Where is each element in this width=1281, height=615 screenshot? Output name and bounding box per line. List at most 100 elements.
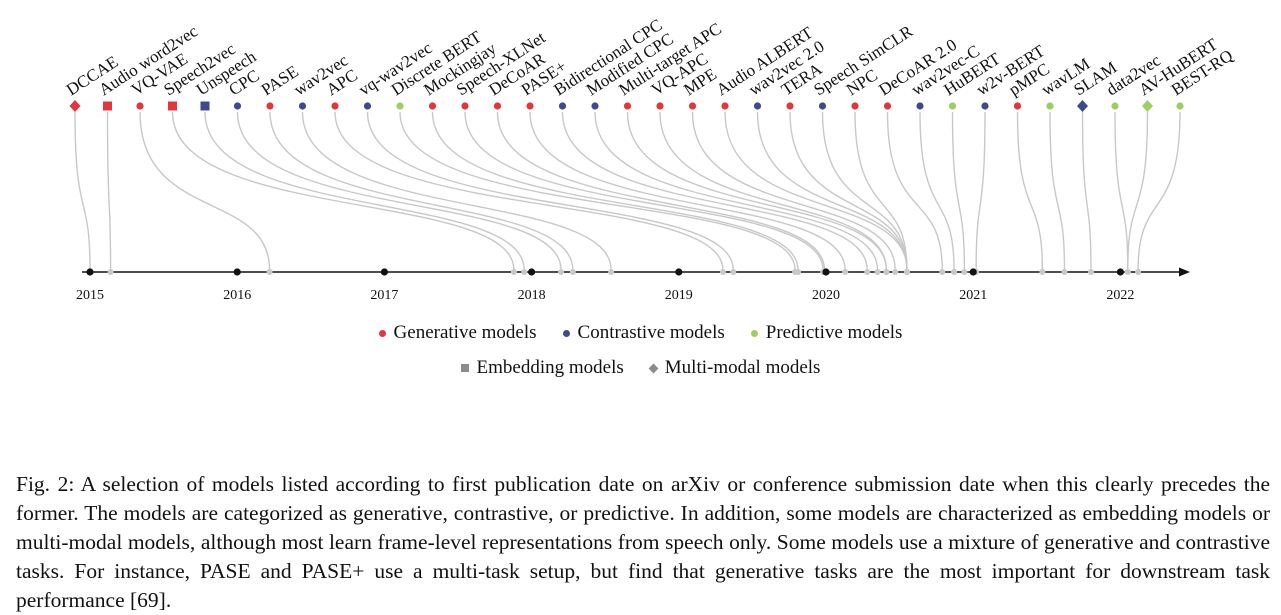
model-marker-circle [688,102,697,110]
legend-row-kinds: Embedding models Multi-modal models [0,357,1281,379]
legend-label: Multi-modal models [664,357,821,378]
model-marker-circle [298,102,307,110]
connector-line [106,111,112,271]
figure-caption: Fig. 2: A selection of models listed acc… [16,471,1270,612]
connector-line [464,111,824,271]
model-date-dot [842,269,849,275]
model-date-dot [510,269,517,275]
model-date-dot [730,269,737,275]
model-marker-circle [1013,102,1022,110]
connector-line [1127,111,1149,271]
connector-line [1137,111,1181,271]
model-marker-circle [721,102,729,110]
connector-line [659,111,888,271]
connector-line [139,111,271,271]
connector-line [1016,111,1044,271]
year-label: 2020 [812,288,840,303]
model-date-dot [569,269,576,275]
model-marker-circle [136,102,144,110]
legend-label: Generative models [393,322,537,343]
model-marker-circle [1046,102,1054,110]
model-marker-circle [396,102,404,110]
connector-line [854,111,908,271]
year-label: 2015 [76,288,104,303]
timeline-chart: 2015 2016 2017 2018 2019 2020 2021 2022DCCAEAud… [63,15,1236,303]
connector-line [886,111,943,271]
model-marker-circle [266,102,274,110]
connector-line [301,111,612,271]
model-marker-circle [656,102,664,110]
model-marker-diamond [1077,100,1088,112]
model-marker-circle [916,102,924,110]
model-marker-circle [363,102,372,110]
year-tick [969,268,977,276]
connector-line [951,111,966,271]
connector-line [1049,111,1066,271]
legend-circle-blue-icon [562,329,570,337]
connector-line [789,111,908,271]
model-marker-circle [428,102,437,110]
model-date-dot [795,269,802,275]
model-date-dot [521,269,528,275]
connector-line [204,111,525,271]
connector-line [496,111,826,271]
model-marker-diamond [1142,100,1153,112]
timeline-figure: 2015 2016 2017 2018 2019 2020 2021 2022 DCCAE Aud… [63,15,1236,303]
year-tick [528,268,536,276]
year-label: 2021 [959,288,987,303]
connector-line [561,111,868,271]
legend-row-categories: Generative models Contrastive models Pre… [0,322,1281,344]
year-tick [86,268,94,276]
model-date-dot [1135,269,1142,275]
connector-line [74,111,91,271]
model-marker-circle [753,102,762,110]
model-marker-circle [526,102,534,110]
connector-line [594,111,879,271]
connector-line [269,111,574,271]
connector-line [756,111,908,271]
connector-line [724,111,908,271]
connector-line [691,111,896,271]
model-date-dot [883,269,890,275]
legend-item-multimodal: Multi-modal models [648,357,821,379]
connector-line [529,111,846,271]
model-marker-circle [623,102,632,110]
model-date-dot [608,269,615,275]
model-marker-circle [981,102,989,110]
year-tick [822,268,830,276]
year-tick [233,268,241,276]
model-date-dot [719,269,726,275]
model-marker-circle [948,102,957,110]
model-marker-square [200,101,210,111]
year-label: 2017 [370,288,398,303]
model-marker-circle [883,102,892,110]
connector-line [171,111,515,271]
year-label: 2022 [1106,288,1134,303]
legend-square-icon [460,364,469,372]
year-tick [1116,268,1124,276]
legend-item-contrastive: Contrastive models [562,322,725,344]
model-date-dot [1087,269,1094,275]
model-date-dot [107,269,114,275]
model-marker-circle [493,102,502,110]
model-date-dot [1061,269,1068,275]
model-date-dot [939,269,946,275]
legend-item-embedding: Embedding models [460,357,624,379]
connector-line [626,111,888,271]
model-marker-circle [461,102,469,110]
model-date-dot [874,269,881,275]
model-marker-square [168,101,177,111]
model-date-dot [266,269,273,275]
model-marker-square [103,101,112,111]
model-marker-diamond [69,100,81,112]
axis-arrow-icon [1179,267,1190,277]
model-marker-circle [818,102,827,110]
connector-line [821,111,908,271]
year-tick [380,268,388,276]
legend-circle-green-icon [750,329,758,337]
model-marker-circle [233,102,242,110]
connector-line [1081,111,1092,271]
connector-line [975,111,986,271]
legend-item-predictive: Predictive models [750,322,902,344]
model-date-dot [892,269,899,275]
